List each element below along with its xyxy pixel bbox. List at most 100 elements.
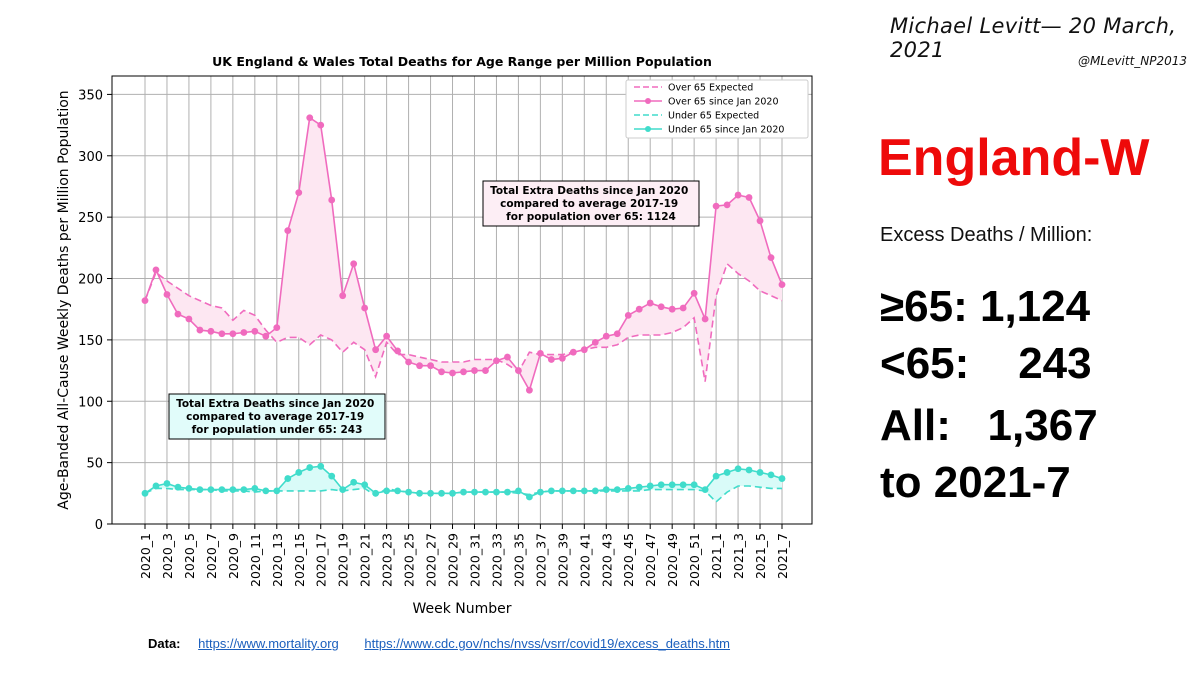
- data-point-under-65-since-jan-2020: [515, 487, 522, 495]
- x-tick-label: 2021_3: [731, 533, 746, 579]
- data-point-over-65-since-jan-2020: [690, 289, 698, 297]
- data-point-over-65-since-jan-2020: [262, 332, 270, 340]
- plot-frame: [111, 75, 813, 525]
- data-sources: Data: https://www.mortality.org https://…: [148, 636, 752, 651]
- data-point-under-65-since-jan-2020: [427, 489, 434, 497]
- data-point-over-65-since-jan-2020: [723, 201, 731, 209]
- excess-label: Excess Deaths / Million:: [880, 224, 1093, 246]
- data-point-over-65-since-jan-2020: [339, 292, 347, 300]
- legend-label: Over 65 since Jan 2020: [668, 97, 779, 108]
- x-tick-label: 2020_17: [314, 533, 329, 587]
- data-point-over-65-since-jan-2020: [515, 367, 522, 374]
- data-point-over-65-since-jan-2020: [591, 338, 599, 346]
- data-point-under-65-since-jan-2020: [734, 465, 742, 473]
- data-point-over-65-since-jan-2020: [525, 386, 533, 394]
- data-point-under-65-since-jan-2020: [767, 471, 775, 479]
- data-point-over-65-since-jan-2020: [229, 330, 237, 338]
- under65-excess-fill: [145, 466, 782, 502]
- data-point-under-65-since-jan-2020: [185, 485, 193, 492]
- data-point-under-65-since-jan-2020: [416, 489, 423, 497]
- series-line-over-65-since-jan-2020: [144, 116, 783, 393]
- data-point-over-65-since-jan-2020: [196, 326, 204, 334]
- data-point-under-65-since-jan-2020: [317, 462, 325, 470]
- data-point-under-65-since-jan-2020: [624, 485, 632, 492]
- data-point-over-65-since-jan-2020: [778, 281, 786, 289]
- region-title: England-W: [878, 129, 1150, 187]
- x-tick-label: 2020_3: [160, 533, 175, 579]
- source-link-cdc[interactable]: https://www.cdc.gov/nchs/nvss/vsrr/covid…: [364, 636, 731, 651]
- data-point-over-65-since-jan-2020: [635, 305, 643, 313]
- x-tick-label: 2020_51: [687, 533, 702, 587]
- data-point-over-65-since-jan-2020: [756, 217, 764, 225]
- data-point-under-65-since-jan-2020: [207, 486, 215, 494]
- data-point-over-65-since-jan-2020: [767, 254, 775, 262]
- x-tick-label: 2020_45: [621, 533, 636, 587]
- data-point-over-65-since-jan-2020: [152, 266, 160, 274]
- data-point-over-65-since-jan-2020: [558, 354, 566, 362]
- x-tick-label: 2021_5: [753, 533, 768, 579]
- x-tick-label: 2020_37: [533, 533, 548, 587]
- data-point-over-65-since-jan-2020: [493, 357, 500, 365]
- data-point-over-65-since-jan-2020: [372, 346, 380, 354]
- x-tick-label: 2020_15: [292, 533, 307, 587]
- x-tick-label: 2020_33: [489, 533, 504, 587]
- stat-period: to 2021-7: [880, 458, 1071, 507]
- data-point-over-65-since-jan-2020: [657, 303, 665, 311]
- data-point-under-65-since-jan-2020: [152, 482, 160, 490]
- data-point-under-65-since-jan-2020: [756, 469, 764, 476]
- data-point-under-65-since-jan-2020: [745, 466, 753, 474]
- data-point-over-65-since-jan-2020: [394, 347, 402, 355]
- annotation-over65: Total Extra Deaths since Jan 2020 compar…: [482, 180, 700, 227]
- data-point-over-65-since-jan-2020: [174, 310, 182, 318]
- x-tick-label: 2020_5: [182, 533, 197, 579]
- data-point-over-65-since-jan-2020: [679, 304, 687, 312]
- stat-all: All: 1,367: [880, 401, 1098, 450]
- x-tick-label: 2020_19: [336, 533, 351, 587]
- x-tick-label: 2020_29: [446, 533, 461, 587]
- data-point-under-65-since-jan-2020: [273, 487, 281, 495]
- y-tick-label: 250: [78, 211, 103, 226]
- data-point-under-65-since-jan-2020: [251, 485, 259, 492]
- annotation-under65: Total Extra Deaths since Jan 2020 compar…: [168, 393, 386, 440]
- source-link-mortality[interactable]: https://www.mortality.org: [198, 636, 339, 651]
- svg-text:Total Extra Deaths since Jan 2: Total Extra Deaths since Jan 2020 compar…: [176, 398, 378, 436]
- data-point-under-65-since-jan-2020: [350, 478, 358, 486]
- data-point-under-65-since-jan-2020: [394, 487, 402, 495]
- data-point-under-65-since-jan-2020: [701, 486, 709, 494]
- data-point-under-65-since-jan-2020: [306, 464, 314, 471]
- data-point-over-65-since-jan-2020: [218, 330, 226, 338]
- legend-marker: [645, 98, 651, 104]
- data-point-under-65-since-jan-2020: [690, 481, 698, 489]
- series-markers: [141, 114, 786, 501]
- data-point-over-65-since-jan-2020: [383, 332, 391, 340]
- annotation-under65-line2: compared to average 2017-19: [186, 411, 364, 423]
- data-point-over-65-since-jan-2020: [701, 315, 709, 323]
- x-tick-label: 2020_23: [380, 533, 395, 587]
- data-point-under-65-since-jan-2020: [328, 472, 336, 480]
- series-line-over-65-expected: [144, 262, 783, 382]
- data-point-under-65-since-jan-2020: [295, 469, 303, 476]
- data-point-over-65-since-jan-2020: [504, 353, 511, 361]
- data-point-under-65-since-jan-2020: [383, 487, 391, 495]
- data-point-over-65-since-jan-2020: [646, 299, 654, 307]
- data-point-under-65-since-jan-2020: [471, 488, 478, 496]
- annotation-under65-line3: for population under 65: 243: [192, 424, 363, 436]
- data-point-under-65-since-jan-2020: [558, 487, 566, 495]
- data-point-over-65-since-jan-2020: [482, 367, 489, 374]
- data-point-over-65-since-jan-2020: [460, 368, 467, 376]
- data-point-under-65-since-jan-2020: [460, 488, 467, 496]
- data-point-over-65-since-jan-2020: [602, 332, 610, 340]
- x-tick-label: 2020_13: [270, 533, 285, 587]
- y-tick-label: 100: [78, 395, 103, 410]
- x-tick-label: 2020_21: [358, 533, 373, 587]
- data-point-under-65-since-jan-2020: [339, 486, 347, 494]
- data-point-under-65-since-jan-2020: [405, 488, 412, 496]
- data-point-over-65-since-jan-2020: [405, 358, 412, 366]
- data-point-under-65-since-jan-2020: [613, 486, 621, 494]
- data-point-under-65-since-jan-2020: [493, 488, 500, 496]
- y-axis: 0 50 100 150 200 250 300 350: [78, 88, 112, 533]
- y-tick-label: 200: [78, 273, 103, 288]
- data-point-under-65-since-jan-2020: [668, 481, 676, 489]
- data-point-under-65-since-jan-2020: [174, 483, 182, 491]
- data-point-under-65-since-jan-2020: [547, 487, 555, 495]
